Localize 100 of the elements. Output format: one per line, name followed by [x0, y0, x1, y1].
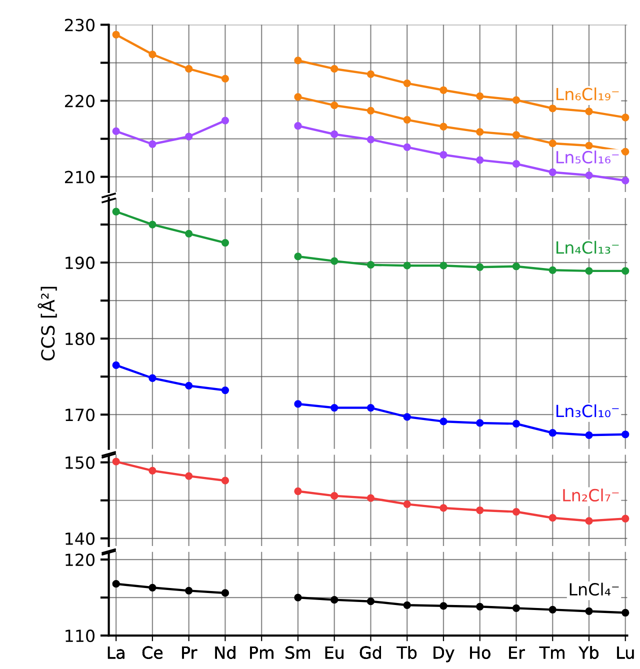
x-tick-label: Nd — [215, 646, 236, 659]
point — [548, 606, 556, 614]
point — [585, 517, 593, 525]
point — [548, 140, 556, 148]
point — [622, 430, 630, 438]
point — [548, 168, 556, 176]
x-tick-label: Gd — [360, 646, 381, 659]
point — [403, 143, 411, 151]
x-tick-label: Sm — [286, 646, 310, 659]
point — [112, 30, 120, 38]
series-label: Ln₅Cl₁₆⁻ — [556, 150, 619, 164]
point — [585, 267, 593, 275]
point — [330, 492, 338, 500]
point — [440, 504, 448, 512]
point — [221, 476, 230, 484]
point — [622, 608, 630, 617]
y-tick-label: 150 — [66, 456, 94, 469]
point — [622, 514, 630, 522]
point — [148, 466, 156, 475]
point — [221, 386, 230, 394]
point — [366, 106, 375, 114]
point — [512, 160, 520, 168]
point — [476, 263, 484, 271]
point — [366, 261, 375, 269]
point — [548, 514, 556, 522]
point — [185, 230, 193, 238]
point — [366, 70, 375, 78]
point — [585, 142, 593, 150]
point — [294, 93, 302, 101]
point — [185, 65, 193, 73]
point — [221, 589, 230, 597]
point — [622, 148, 630, 156]
point — [512, 96, 520, 104]
x-tick-label: Tm — [539, 646, 564, 659]
point — [330, 596, 338, 604]
y-tick-label: 210 — [65, 170, 94, 184]
point — [512, 420, 520, 428]
point — [185, 472, 193, 480]
point — [185, 382, 193, 390]
x-tick-label: Dy — [434, 646, 454, 662]
y-tick-label: 220 — [65, 94, 94, 108]
point — [585, 607, 593, 616]
point — [112, 580, 120, 588]
series-label: LnCl₄⁻ — [570, 582, 619, 596]
point — [476, 419, 484, 427]
point — [366, 136, 375, 144]
point — [294, 252, 302, 260]
point — [512, 508, 520, 516]
point — [221, 116, 230, 124]
point — [440, 122, 448, 130]
point — [512, 604, 520, 612]
point — [112, 127, 120, 136]
point — [185, 586, 193, 595]
point — [112, 361, 120, 370]
point — [403, 116, 411, 124]
point — [148, 220, 156, 228]
point — [403, 413, 411, 421]
x-tick-label: Pm — [250, 646, 274, 659]
point — [440, 262, 448, 270]
point — [548, 429, 556, 437]
x-tick-label: Ce — [142, 646, 163, 659]
point — [294, 400, 302, 408]
y-tick-label: 230 — [65, 18, 94, 32]
x-tick-label: Eu — [325, 646, 344, 659]
point — [148, 374, 156, 382]
point — [330, 102, 338, 110]
point — [366, 404, 375, 412]
point — [112, 208, 120, 216]
point — [512, 262, 520, 270]
point — [440, 86, 448, 94]
point — [622, 267, 630, 275]
point — [294, 56, 302, 64]
point — [585, 171, 593, 180]
point — [585, 431, 593, 439]
y-tick-label: 180 — [66, 332, 94, 346]
point — [622, 114, 630, 122]
point — [294, 594, 302, 602]
point — [548, 104, 556, 112]
series-label: Ln₄Cl₁₃⁻ — [556, 240, 619, 254]
point — [476, 128, 484, 136]
point — [148, 50, 156, 58]
point — [440, 602, 448, 610]
x-tick-label: Ho — [470, 646, 490, 659]
point — [403, 500, 411, 508]
point — [112, 458, 120, 466]
point — [512, 131, 520, 139]
y-tick-label: 120 — [66, 553, 94, 566]
point — [330, 130, 338, 138]
x-tick-label: Er — [509, 646, 525, 659]
x-tick-label: Yb — [578, 646, 598, 659]
point — [403, 79, 411, 88]
point — [221, 74, 230, 83]
point — [185, 132, 193, 140]
x-tick-label: La — [108, 646, 124, 659]
point — [476, 602, 484, 610]
x-tick-label: Tb — [396, 646, 417, 659]
point — [148, 584, 156, 592]
y-axis-title: CCS [Å²] — [38, 286, 57, 360]
series-label: Ln₂Cl₇⁻ — [563, 488, 619, 502]
point — [622, 176, 630, 184]
